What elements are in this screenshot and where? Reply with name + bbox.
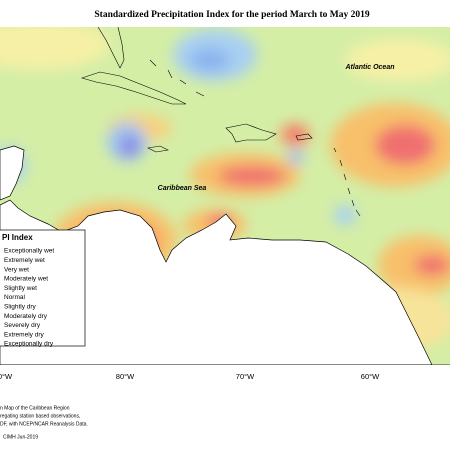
footnote: regating station based observations,: [0, 413, 80, 419]
legend-items: Exceptionally wet Extremely wet Very wet Mo…: [4, 248, 54, 348]
lesser-antilles: [333, 147, 361, 217]
bahamas: [149, 59, 205, 97]
footnote: DF, with NCEP/NCAR Reanalysis Data.: [0, 421, 88, 427]
florida: [97, 27, 125, 69]
legend-item: Normal: [4, 294, 26, 301]
legend-item: Slightly wet: [4, 285, 37, 292]
ocean-label: Atlantic Ocean: [344, 64, 394, 71]
hispaniola: [225, 123, 277, 143]
legend-item: Exceptionally wet: [4, 248, 54, 255]
yucatan: [0, 145, 25, 201]
longitude-label: 0°W: [0, 372, 13, 381]
legend-item: Moderately wet: [4, 276, 48, 283]
jamaica: [147, 145, 169, 153]
legend-item: Extremely dry: [4, 331, 44, 338]
footnote: CIMH Jun-2019: [3, 434, 38, 440]
legend-item: Very wet: [4, 266, 29, 273]
legend-box: [0, 229, 86, 347]
map-title: Standardized Precipitation Index for the…: [94, 10, 369, 20]
cuba: [80, 71, 187, 105]
legend-item: Extremely wet: [4, 257, 45, 264]
longitude-label: 70°W: [236, 372, 255, 381]
sea-label: Caribbean Sea: [158, 185, 207, 192]
legend-item: Slightly dry: [4, 304, 37, 311]
legend-item: Moderately dry: [4, 313, 48, 320]
central-america: [0, 199, 433, 365]
legend-title: PI Index: [2, 233, 33, 242]
legend-item: Severely dry: [4, 322, 41, 329]
longitude-label: 60°W: [361, 372, 380, 381]
footnote: n Map of the Caribbean Region: [0, 405, 70, 411]
legend-item: Exceptionally dry: [4, 341, 54, 348]
longitude-label: 80°W: [116, 372, 135, 381]
puerto-rico: [295, 133, 313, 141]
